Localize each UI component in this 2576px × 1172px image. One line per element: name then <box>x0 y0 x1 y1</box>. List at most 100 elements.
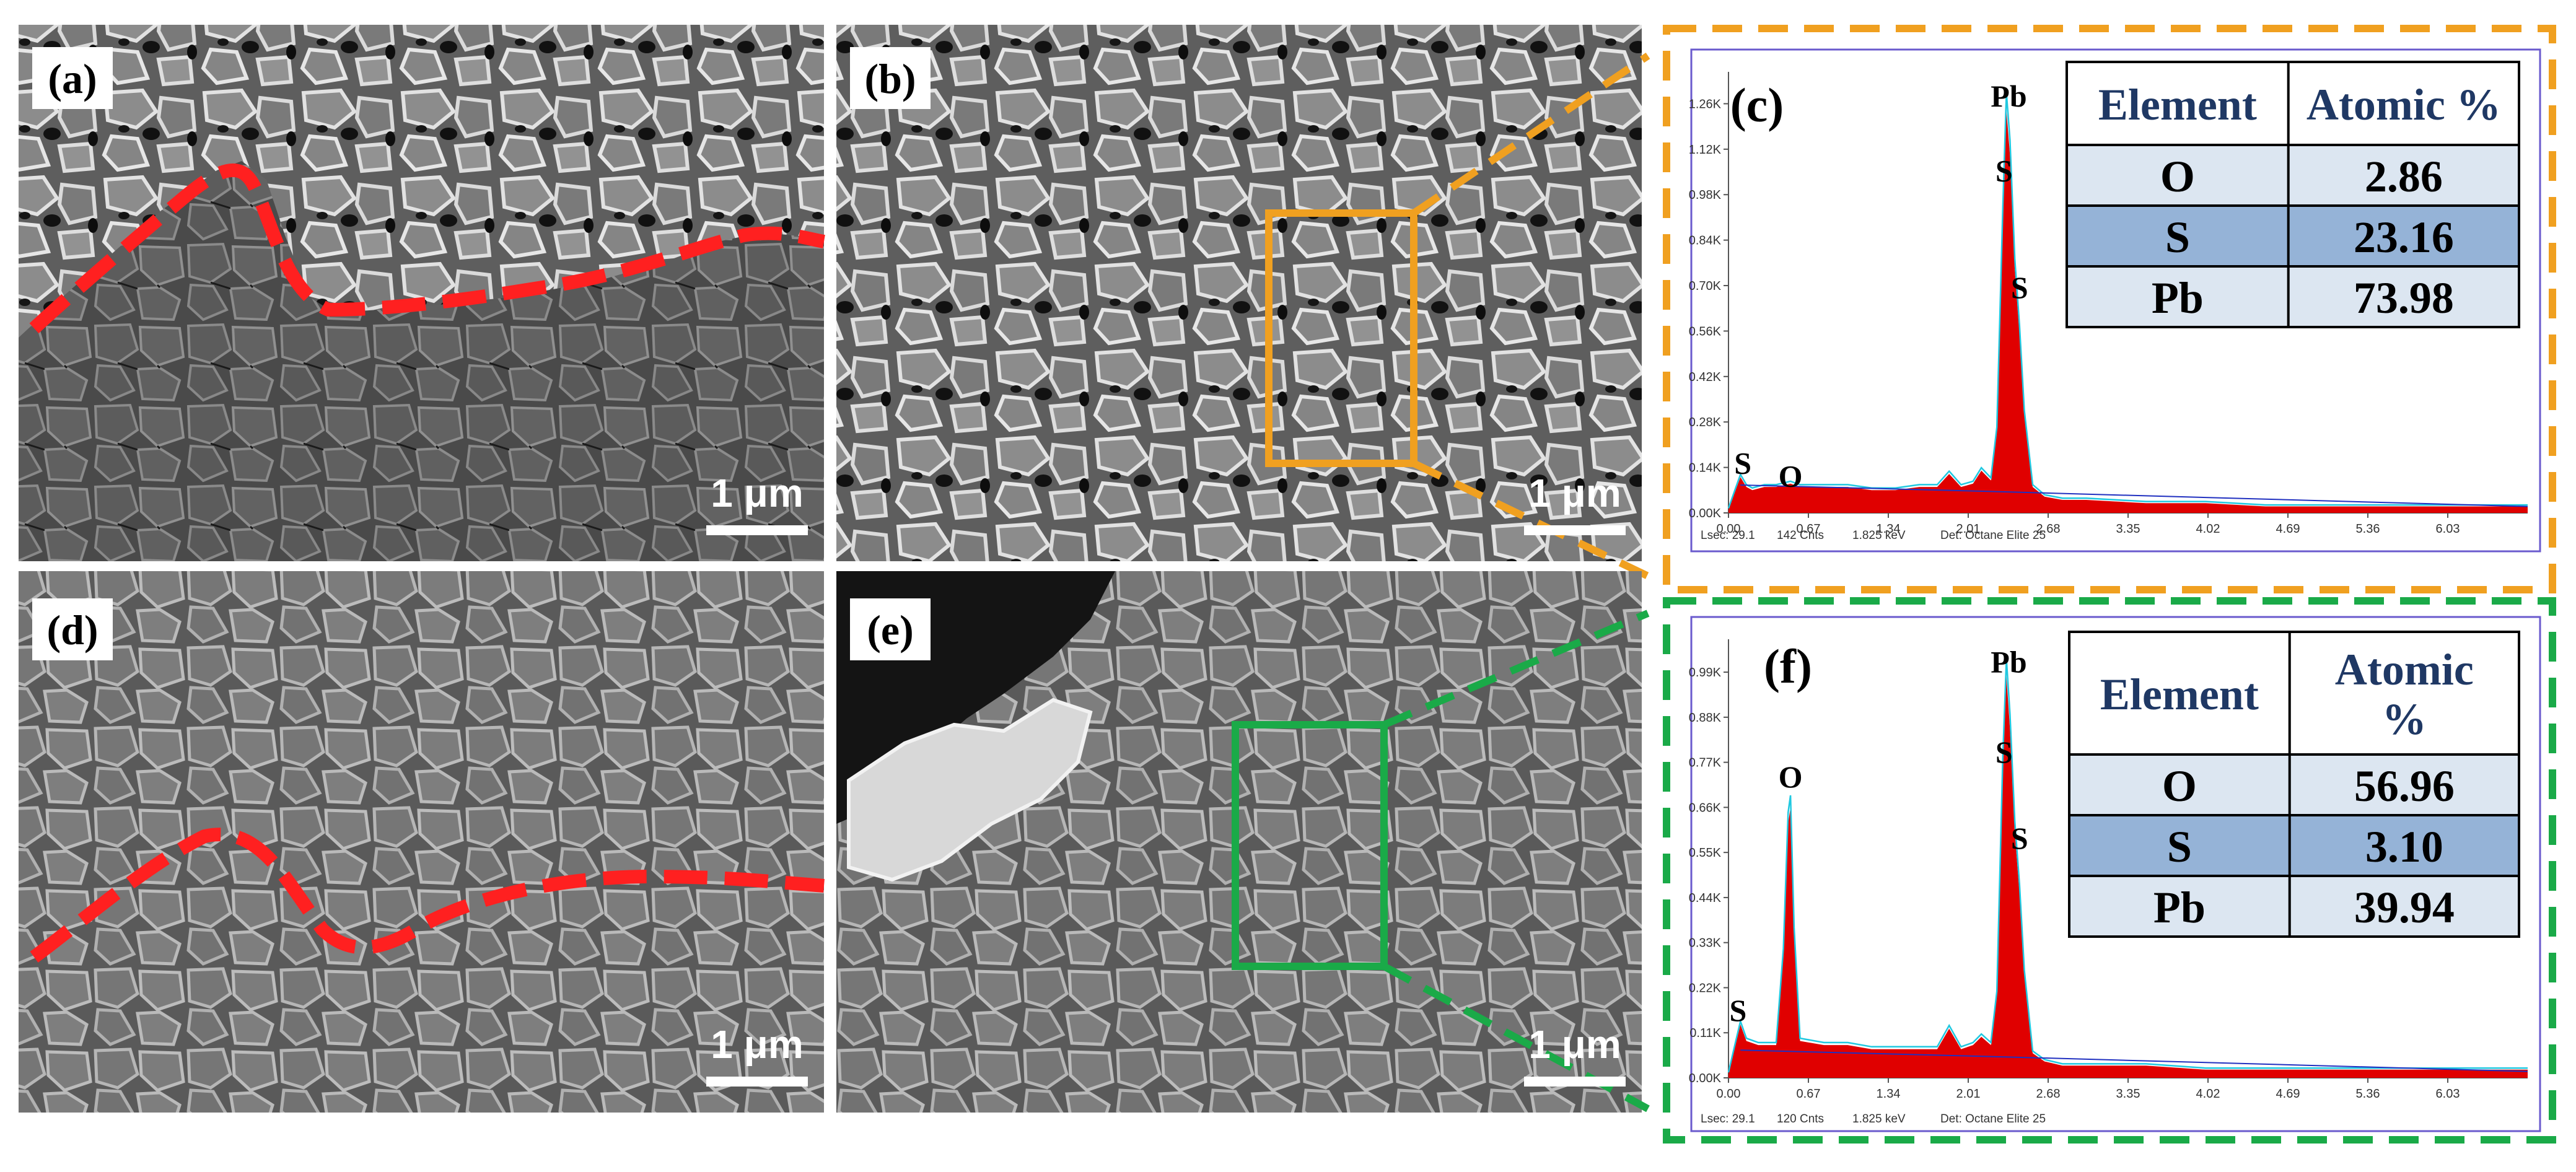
x-tick-label-c: 0.67 <box>1797 522 1821 536</box>
table-element-cell-c: O <box>2160 152 2195 201</box>
peak-label-c: S <box>1996 154 2013 188</box>
x-tick-label-c: 3.35 <box>2116 522 2140 536</box>
table-row-f <box>2068 814 2520 877</box>
scale-bar-e <box>1524 1077 1626 1087</box>
x-tick-label-c: 2.68 <box>2036 522 2061 536</box>
y-tick-label-f: 0.22K <box>1689 981 1722 995</box>
x-tick-label-f: 5.36 <box>2356 1087 2380 1101</box>
x-tick-label-c: 4.69 <box>2276 522 2300 536</box>
composition-table-c: Element Atomic % O 2.86 S 23.16 Pb 73.98 <box>2066 61 2520 328</box>
table-row-f <box>2068 875 2520 938</box>
table-header-cell-f: % <box>2382 694 2427 744</box>
sem-panel-e: (e) 1 μm <box>836 571 1650 1113</box>
y-tick-label-f: 0.33K <box>1689 937 1722 950</box>
label-box-a <box>32 47 113 109</box>
x-tick-label-f: 6.03 <box>2436 1087 2460 1101</box>
scale-bar-label-b: 1 μm <box>1528 471 1621 515</box>
x-tick-label-f: 4.02 <box>2196 1087 2220 1101</box>
peak-label-c: S <box>2011 270 2028 305</box>
x-tick-label-c: 2.01 <box>1956 522 1981 536</box>
footer-text-f: Det: Octane Elite 25 <box>1940 1113 2046 1126</box>
x-tick-label-c: 4.02 <box>2196 522 2220 536</box>
flake-cluster-e <box>847 698 1093 882</box>
table-header-cell-c: Element <box>2098 80 2257 129</box>
footer-text-f: Lsec: 29.1 <box>1701 1113 1755 1126</box>
x-tick-label-f: 4.69 <box>2276 1087 2300 1101</box>
eds-panel-c: 0.00K 0.14K 0.28K 0.42K 0.56K 0.70K 0.84K 0.98K… <box>1663 25 2556 593</box>
label-box-e <box>850 598 931 660</box>
footer-text-c: Det: Octane Elite 25 <box>1940 529 2046 542</box>
y-tick-label-f: 0.77K <box>1689 756 1722 770</box>
y-tick-label-f: 0.11K <box>1689 1026 1721 1040</box>
panel-label-a: (a) <box>48 55 97 102</box>
table-row-c <box>2066 265 2520 328</box>
table-header-row-f <box>2068 631 2520 756</box>
x-tick-label-f: 3.35 <box>2116 1087 2140 1101</box>
table-row-f <box>2068 753 2520 816</box>
table-value-cell-c: 23.16 <box>2354 212 2454 262</box>
y-tick-label-c: 0.56K <box>1689 325 1722 338</box>
panel-label-c: (c) <box>1730 78 1784 132</box>
y-tick-label-c: 0.84K <box>1689 234 1722 248</box>
connector-e-top <box>1382 610 1650 728</box>
scale-bar-label-e: 1 μm <box>1528 1022 1621 1067</box>
spectrum-outline-f <box>1727 658 2528 1073</box>
x-tick-label-c: 1.34 <box>1877 522 1901 536</box>
panel-label-b: (b) <box>864 55 916 102</box>
y-tick-label-f: 0.88K <box>1689 711 1722 725</box>
peak-label-c: S <box>1734 445 1751 480</box>
table-row-c <box>2066 144 2520 207</box>
y-tick-label-f: 0.00K <box>1689 1072 1722 1085</box>
footer-text-c: 142 Cnts <box>1777 529 1824 542</box>
table-header-cell-c: Atomic % <box>2307 80 2501 129</box>
boundary-line-d <box>30 828 825 963</box>
sem-panel-d: (d) 1 μm <box>19 571 825 1113</box>
peak-label-f: O <box>1779 759 1803 794</box>
table-header-row-c <box>2066 61 2520 146</box>
x-tick-label-f: 1.34 <box>1877 1087 1901 1101</box>
peak-label-f: S <box>1729 993 1746 1028</box>
table-value-cell-c: 73.98 <box>2354 273 2454 323</box>
peak-label-f: S <box>2011 821 2028 855</box>
sem-image-d <box>19 571 824 1113</box>
highlight-box-b <box>1265 209 1417 467</box>
connector-b-top <box>1411 53 1650 216</box>
peak-label-c: O <box>1779 458 1803 493</box>
x-tick-label-c: 0.00 <box>1717 522 1741 536</box>
y-tick-label-c: 0.28K <box>1689 416 1722 429</box>
x-tick-label-c: 6.03 <box>2436 522 2460 536</box>
y-tick-label-c: 0.70K <box>1689 279 1722 293</box>
table-value-cell-f: 3.10 <box>2365 822 2443 872</box>
spectrum-outline-c <box>1727 92 2528 509</box>
table-value-cell-f: 56.96 <box>2354 761 2455 811</box>
y-tick-label-c: 0.00K <box>1689 507 1722 520</box>
table-value-cell-f: 39.94 <box>2354 883 2455 932</box>
sem-panel-b: (b) 1 μm <box>836 25 1650 580</box>
boundary-line-a <box>29 163 825 334</box>
x-tick-label-c: 5.36 <box>2356 522 2380 536</box>
label-box-d <box>32 598 113 660</box>
porous-region-a <box>19 25 824 338</box>
composition-table-f: Element Atomic% O 56.96 S 3.10 Pb 39.94 <box>2068 631 2520 938</box>
x-tick-label-f: 2.01 <box>1956 1087 1981 1101</box>
y-tick-label-c: 0.42K <box>1689 370 1722 384</box>
background-line-c <box>1740 484 2528 507</box>
y-tick-label-f: 0.55K <box>1689 846 1722 860</box>
scale-bar-d <box>706 1077 808 1087</box>
table-header-cell-f: Element <box>2100 670 2259 719</box>
sem-panel-a: (a) 1 μm <box>19 25 825 561</box>
scale-bar-label-a: 1 μm <box>711 471 803 515</box>
table-element-cell-c: Pb <box>2152 273 2204 323</box>
scale-bar-a <box>706 525 808 535</box>
sem-image-b <box>836 25 1642 561</box>
peak-label-f: Pb <box>1991 645 2026 680</box>
peak-label-f: S <box>1996 735 2013 769</box>
table-row-c <box>2066 204 2520 268</box>
y-tick-label-f: 0.44K <box>1689 891 1722 905</box>
panel-label-f: (f) <box>1764 639 1812 693</box>
eds-panel-f: 0.00K 0.11K 0.22K 0.33K 0.44K 0.55K 0.66K 0.77K… <box>1663 597 2556 1144</box>
panel-label-d: (d) <box>46 606 98 654</box>
table-value-cell-c: 2.86 <box>2365 152 2443 201</box>
eds-plot-f: 0.00K 0.11K 0.22K 0.33K 0.44K 0.55K 0.66K 0.77K… <box>1689 639 2528 1126</box>
